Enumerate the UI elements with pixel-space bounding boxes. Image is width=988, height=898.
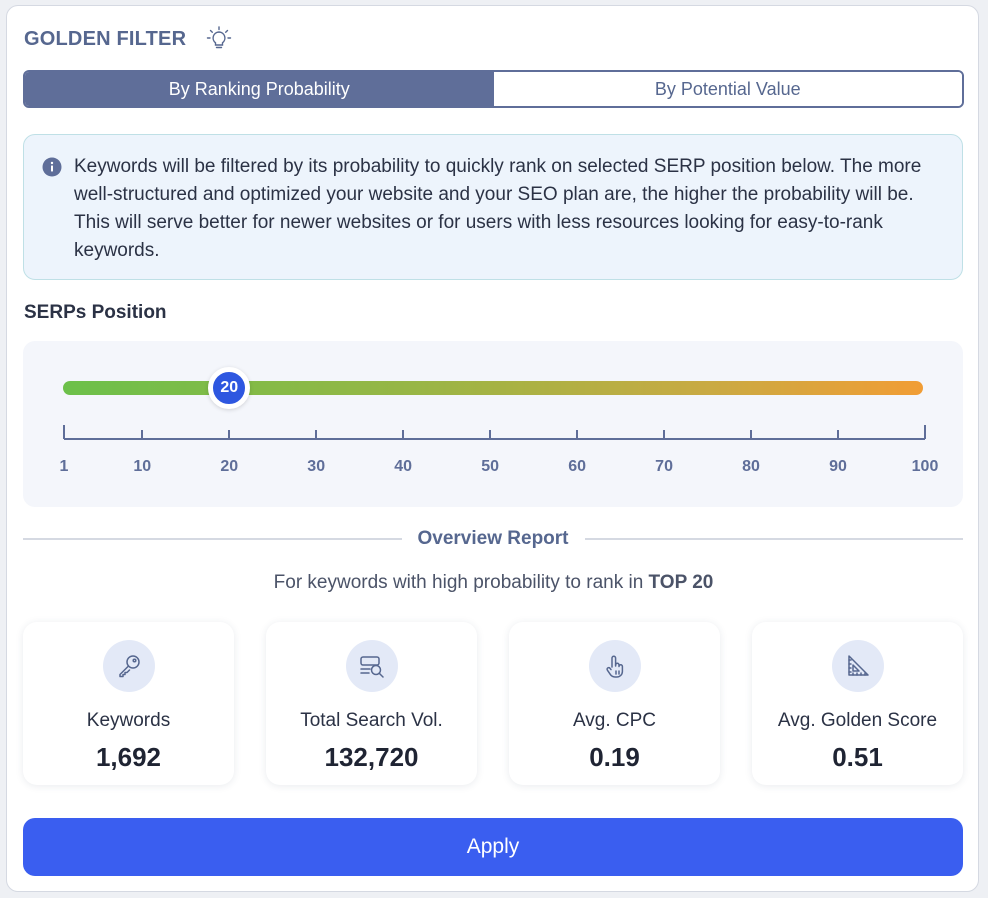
axis-tick-label: 50 bbox=[481, 458, 500, 475]
axis-tick bbox=[663, 430, 666, 439]
axis-tick bbox=[750, 430, 753, 439]
panel-title: GOLDEN FILTER bbox=[24, 27, 187, 50]
axis-tick-label: 70 bbox=[655, 458, 673, 475]
card-avg-cpc: Avg. CPC 0.19 bbox=[509, 622, 720, 785]
lightbulb-icon[interactable] bbox=[204, 24, 234, 54]
overview-title: Overview Report bbox=[417, 528, 569, 549]
tab-by-potential-value[interactable]: By Potential Value bbox=[493, 72, 962, 106]
slider-track[interactable] bbox=[63, 381, 923, 395]
apply-button[interactable]: Apply bbox=[23, 818, 963, 876]
card-label: Avg. Golden Score bbox=[777, 710, 938, 731]
search-volume-icon bbox=[345, 640, 398, 692]
key-icon bbox=[102, 640, 155, 692]
serps-position-label: SERPs Position bbox=[24, 302, 167, 323]
serps-slider-container: 20 1 10 20 30 40 50 60 70 80 90 100 bbox=[23, 341, 963, 507]
golden-filter-panel: GOLDEN FILTER By Ranking Probability By … bbox=[6, 5, 979, 892]
axis-tick-label: 80 bbox=[742, 458, 760, 475]
info-box: Keywords will be filtered by its probabi… bbox=[23, 134, 963, 280]
click-hand-icon bbox=[588, 640, 641, 692]
subtitle-text: For keywords with high probability to ra… bbox=[273, 572, 649, 593]
card-label: Avg. CPC bbox=[572, 710, 657, 731]
card-value: 0.19 bbox=[589, 742, 640, 772]
overview-divider: Overview Report bbox=[23, 526, 963, 552]
card-keywords: Keywords 1,692 bbox=[23, 622, 234, 785]
axis-tick-label: 60 bbox=[568, 458, 587, 475]
info-icon bbox=[42, 157, 62, 177]
axis-tick-label: 20 bbox=[220, 458, 239, 475]
tab-by-ranking-probability[interactable]: By Ranking Probability bbox=[25, 72, 494, 106]
axis-tick-label: 90 bbox=[829, 458, 847, 475]
axis-tick-label: 10 bbox=[133, 458, 152, 475]
subtitle-highlight: TOP 20 bbox=[648, 572, 714, 593]
axis-tick bbox=[924, 425, 926, 439]
info-text: Keywords will be filtered by its probabi… bbox=[74, 156, 922, 261]
card-label: Keywords bbox=[86, 710, 171, 731]
axis-tick bbox=[837, 430, 840, 439]
slider-axis: 1 10 20 30 40 50 60 70 80 90 100 bbox=[23, 421, 963, 481]
axis-tick bbox=[489, 430, 492, 439]
divider-line-left bbox=[23, 538, 402, 540]
card-value: 132,720 bbox=[324, 742, 419, 772]
axis-tick bbox=[576, 430, 579, 439]
card-value: 0.51 bbox=[832, 742, 883, 772]
ruler-triangle-icon bbox=[831, 640, 884, 692]
panel-header: GOLDEN FILTER bbox=[24, 24, 234, 54]
card-value: 1,692 bbox=[95, 742, 162, 772]
divider-line-right bbox=[584, 538, 963, 540]
axis-tick-label: 40 bbox=[394, 458, 413, 475]
axis-tick-label: 100 bbox=[911, 458, 939, 475]
axis-tick bbox=[141, 430, 144, 439]
card-label: Total Search Vol. bbox=[300, 710, 443, 731]
card-total-search-volume: Total Search Vol. 132,720 bbox=[266, 622, 477, 785]
axis-tick bbox=[228, 430, 231, 439]
slider-thumb[interactable]: 20 bbox=[208, 367, 251, 409]
filter-mode-tabs: By Ranking Probability By Potential Valu… bbox=[23, 70, 964, 108]
axis-tick bbox=[402, 430, 405, 439]
axis-tick-label: 30 bbox=[307, 458, 326, 475]
axis-tick-label: 1 bbox=[59, 458, 69, 475]
card-avg-golden-score: Avg. Golden Score 0.51 bbox=[752, 622, 963, 785]
overview-cards: Keywords 1,692 Total Search Vol. 132,720 bbox=[23, 622, 963, 785]
axis-tick bbox=[63, 425, 65, 439]
axis-tick bbox=[315, 430, 318, 439]
overview-subtitle: For keywords with high probability to ra… bbox=[7, 572, 980, 594]
axis-line bbox=[64, 438, 925, 440]
